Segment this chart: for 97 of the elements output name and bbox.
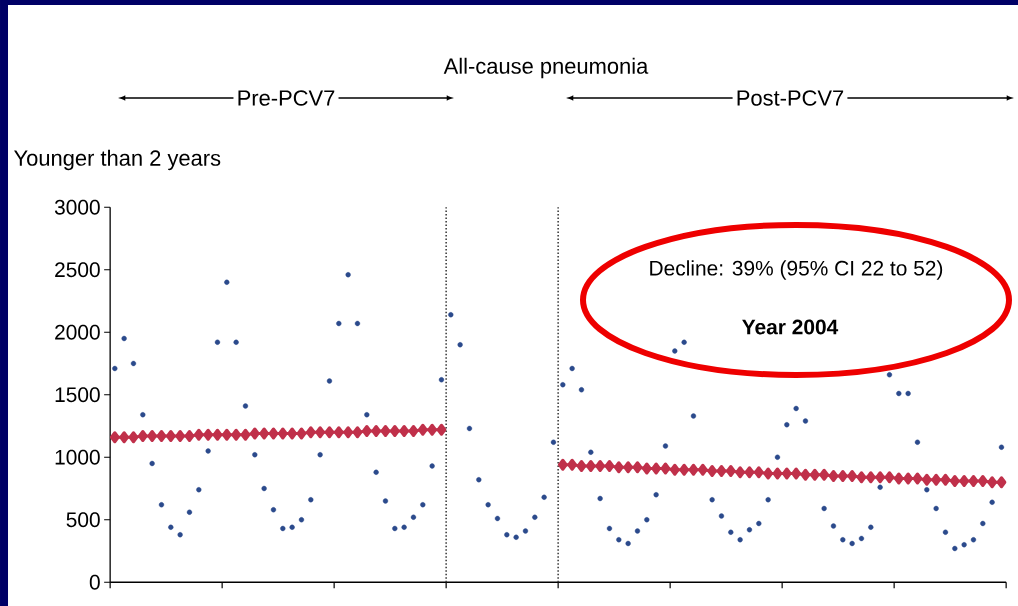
point — [268, 427, 279, 440]
text: Post-PCV7 — [737, 90, 844, 106]
point — [781, 467, 792, 480]
point — [669, 463, 680, 476]
point — [949, 474, 960, 487]
point — [772, 467, 783, 480]
point — [623, 461, 634, 474]
point — [856, 471, 867, 484]
point — [977, 474, 988, 487]
point — [119, 431, 130, 444]
point — [193, 428, 204, 441]
point — [305, 426, 316, 439]
y-tick-label: 1500 — [55, 387, 100, 403]
point — [436, 423, 447, 436]
y-tick-label: 2500 — [55, 262, 100, 278]
point — [165, 429, 176, 442]
point — [828, 469, 839, 482]
chart-title: All-cause pneumonia — [443, 57, 649, 79]
point — [744, 466, 755, 479]
point — [287, 427, 298, 440]
point — [903, 472, 914, 485]
point — [557, 458, 568, 471]
point — [884, 471, 895, 484]
point — [921, 473, 932, 486]
point — [753, 466, 764, 479]
y-tick-label: 1000 — [55, 449, 100, 465]
point — [417, 423, 428, 436]
point — [203, 428, 214, 441]
annotation: Year 2004 — [742, 319, 839, 335]
point — [156, 429, 167, 442]
point — [361, 424, 372, 437]
point — [427, 423, 438, 436]
point — [819, 468, 830, 481]
point — [604, 459, 615, 472]
point — [893, 472, 904, 485]
point — [959, 474, 970, 487]
point — [399, 424, 410, 437]
point — [679, 463, 690, 476]
y-tick-label: 2000 — [55, 324, 100, 340]
point — [147, 429, 158, 442]
annotation: Decline: 39% (95% CI 22 to 52) — [650, 260, 943, 280]
point — [847, 469, 858, 482]
point — [987, 476, 998, 489]
point — [996, 476, 1007, 489]
point — [231, 428, 242, 441]
point — [968, 474, 979, 487]
y-axis-title: Younger than 2 years — [14, 149, 221, 171]
point — [613, 461, 624, 474]
point — [576, 459, 587, 472]
text: Pre-PCV7 — [238, 90, 335, 106]
point — [109, 431, 120, 444]
point — [567, 458, 578, 471]
point — [837, 469, 848, 482]
point — [800, 468, 811, 481]
point — [249, 427, 260, 440]
point — [408, 424, 419, 437]
point — [212, 428, 223, 441]
point — [735, 466, 746, 479]
point — [389, 424, 400, 437]
point — [865, 471, 876, 484]
point — [585, 459, 596, 472]
point — [128, 431, 139, 444]
point — [912, 472, 923, 485]
point — [333, 426, 344, 439]
point — [716, 464, 727, 477]
point — [660, 462, 671, 475]
point — [371, 424, 382, 437]
point — [791, 467, 802, 480]
point — [352, 426, 363, 439]
point — [343, 426, 354, 439]
y-tick-label: 0 — [89, 574, 100, 590]
point — [184, 429, 195, 442]
point — [707, 464, 718, 477]
point — [259, 427, 270, 440]
point — [221, 428, 232, 441]
point — [725, 464, 736, 477]
point — [324, 426, 335, 439]
point — [809, 468, 820, 481]
point — [641, 462, 652, 475]
point — [632, 461, 643, 474]
point — [240, 428, 251, 441]
point — [175, 429, 186, 442]
point — [688, 463, 699, 476]
point — [277, 427, 288, 440]
point — [296, 427, 307, 440]
point — [697, 463, 708, 476]
y-tick-label: 500 — [66, 512, 100, 528]
point — [137, 429, 148, 442]
point — [931, 473, 942, 486]
point — [875, 471, 886, 484]
point — [763, 467, 774, 480]
point — [380, 424, 391, 437]
point — [595, 459, 606, 472]
point — [940, 473, 951, 486]
y-tick-label: 3000 — [54, 199, 100, 215]
point — [651, 462, 662, 475]
point — [315, 426, 326, 439]
